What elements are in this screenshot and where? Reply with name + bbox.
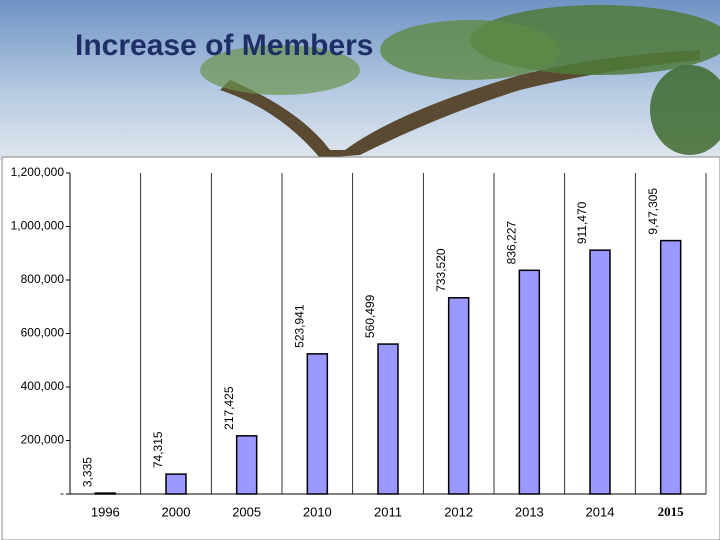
bar: [94, 492, 117, 495]
value-label: 3,335: [81, 457, 95, 487]
x-tick-label: 2000: [162, 504, 191, 519]
value-label: 9,47,305: [646, 188, 660, 235]
x-tick-label: 2010: [303, 504, 332, 519]
bar: [306, 353, 329, 495]
bar: [235, 435, 258, 495]
bar: [589, 249, 611, 495]
value-label: 560,499: [363, 294, 377, 338]
x-tick-label: 2013: [515, 504, 544, 519]
x-tick-label: 1996: [91, 504, 120, 519]
value-label: 911,470: [575, 201, 589, 244]
y-tick-label: 1,000,000: [11, 219, 65, 233]
y-tick-label: -: [60, 486, 64, 500]
bar: [377, 343, 399, 495]
x-tick-label: 2014: [586, 504, 615, 519]
x-tick-label: 2015: [658, 504, 685, 519]
value-label: 523,941: [293, 304, 307, 348]
value-label: 836,227: [505, 221, 519, 265]
chart-panel: [1, 156, 720, 540]
bar: [447, 297, 470, 495]
bar: [165, 473, 187, 495]
bar: [659, 239, 682, 495]
chart-title: Increase of Members: [75, 29, 373, 62]
y-tick-label: 200,000: [21, 433, 65, 447]
x-tick-label: 2011: [374, 504, 402, 519]
value-label: 733,520: [434, 248, 448, 292]
bar: [518, 269, 541, 495]
y-tick-label: 400,000: [21, 379, 65, 393]
x-tick-label: 2012: [444, 504, 473, 519]
value-label: 74,315: [151, 431, 165, 468]
y-tick-label: 1,200,000: [11, 165, 65, 179]
value-label: 217,425: [222, 386, 236, 430]
tree-illustration: [200, 5, 720, 158]
x-tick-label: 2005: [232, 504, 261, 519]
y-tick-label: 800,000: [21, 272, 65, 286]
y-tick-label: 600,000: [21, 326, 65, 340]
